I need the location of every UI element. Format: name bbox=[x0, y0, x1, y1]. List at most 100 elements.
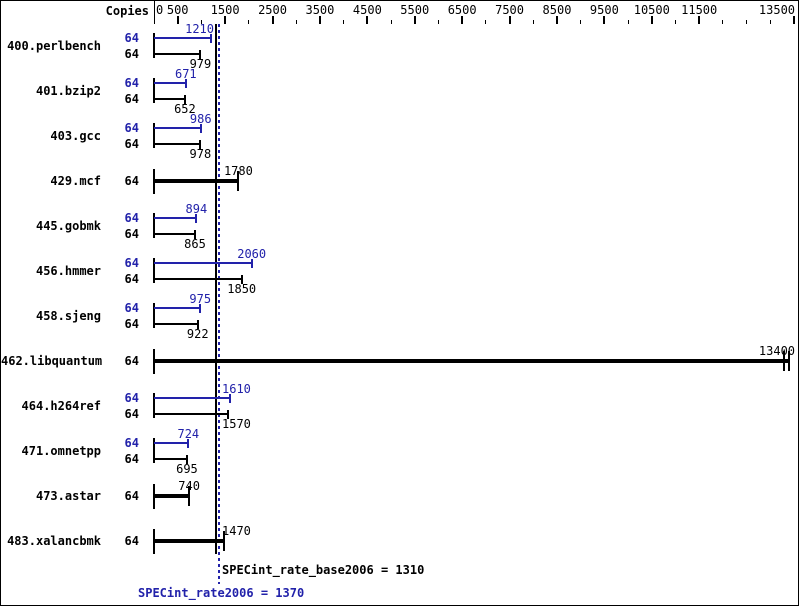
row-axis-tick bbox=[153, 123, 155, 148]
axis-minor-tick bbox=[674, 20, 676, 24]
peak-bar bbox=[154, 397, 231, 399]
merged-bar bbox=[154, 494, 190, 498]
benchmark-label: 400.perlbench bbox=[7, 39, 101, 53]
merged-bar bbox=[154, 539, 224, 543]
base-value-label: 978 bbox=[189, 147, 212, 161]
axis-divider bbox=[154, 1, 155, 24]
axis-major-tick bbox=[508, 16, 511, 24]
copies-value-peak: 64 bbox=[124, 256, 139, 270]
peak-bar bbox=[154, 127, 201, 129]
base-bar bbox=[154, 53, 201, 55]
axis-tick-label: 500 bbox=[166, 3, 189, 17]
axis-tick-label: 2500 bbox=[258, 3, 287, 17]
benchmark-label: 471.omnetpp bbox=[21, 444, 101, 458]
axis-major-tick bbox=[413, 16, 416, 24]
axis-minor-tick bbox=[248, 20, 250, 24]
axis-minor-tick bbox=[769, 20, 771, 24]
peak-value-label: 1610 bbox=[222, 382, 251, 396]
copies-value-peak: 64 bbox=[124, 76, 139, 90]
ref-line-base bbox=[215, 24, 218, 554]
benchmark-label: 403.gcc bbox=[50, 129, 101, 143]
axis-tick-label: 9500 bbox=[589, 3, 619, 17]
bar-value-label: 1780 bbox=[223, 164, 253, 178]
copies-value-base: 64 bbox=[124, 227, 139, 241]
axis-minor-tick bbox=[295, 20, 297, 24]
peak-bar bbox=[154, 442, 189, 444]
axis-major-tick bbox=[555, 16, 558, 24]
bar-end-tick bbox=[783, 351, 786, 371]
benchmark-label: 429.mcf bbox=[50, 174, 101, 188]
peak-value-label: 671 bbox=[174, 67, 197, 81]
copies-value-peak: 64 bbox=[124, 391, 139, 405]
copies-value-base: 64 bbox=[124, 272, 139, 286]
benchmark-label: 462.libquantum bbox=[1, 354, 103, 368]
peak-value-label: 975 bbox=[189, 292, 212, 306]
axis-major-tick bbox=[698, 16, 701, 24]
copies-value-base: 64 bbox=[124, 407, 139, 421]
bar-end-tick bbox=[240, 275, 243, 284]
row-axis-tick bbox=[153, 213, 155, 238]
peak-bar bbox=[154, 307, 201, 309]
peak-bar bbox=[154, 37, 212, 39]
bar-end-tick bbox=[184, 79, 187, 88]
copies-value-base: 64 bbox=[124, 47, 139, 61]
axis-tick-label: 1500 bbox=[210, 3, 240, 17]
axis-minor-tick bbox=[485, 20, 487, 24]
base-value-label: 865 bbox=[184, 237, 206, 251]
peak-bar bbox=[154, 82, 186, 84]
benchmark-label: 445.gobmk bbox=[35, 219, 101, 233]
bar-end-tick bbox=[227, 410, 230, 419]
bar-value-label: 13400 bbox=[758, 344, 796, 358]
benchmark-label: 458.sjeng bbox=[35, 309, 101, 323]
peak-value-label: 894 bbox=[185, 202, 208, 216]
bar-end-tick bbox=[250, 259, 253, 268]
axis-minor-tick bbox=[390, 20, 392, 24]
axis-minor-tick bbox=[532, 20, 534, 24]
axis-tick-label: 7500 bbox=[495, 3, 525, 17]
axis-minor-tick bbox=[722, 20, 724, 24]
bar-end-tick bbox=[194, 230, 196, 239]
benchmark-label: 464.h264ref bbox=[21, 399, 101, 413]
copies-value-base: 64 bbox=[124, 92, 139, 106]
copies-value-base: 64 bbox=[124, 317, 139, 331]
peak-value-label: 986 bbox=[189, 112, 212, 126]
axis-minor-tick bbox=[343, 20, 345, 24]
bar-end-tick bbox=[195, 214, 198, 223]
base-value-label: 695 bbox=[176, 462, 198, 476]
axis-tick-label: 4500 bbox=[352, 3, 382, 17]
bar-end-tick bbox=[229, 394, 232, 403]
copies-value: 64 bbox=[124, 489, 139, 503]
bar-end-tick bbox=[210, 34, 213, 43]
merged-bar bbox=[154, 359, 790, 363]
axis-tick-label: 13500 bbox=[758, 3, 796, 17]
peak-bar bbox=[154, 217, 197, 219]
base-value-label: 1570 bbox=[222, 417, 251, 431]
base-value-label: 979 bbox=[189, 57, 212, 71]
bar-end-tick bbox=[222, 531, 225, 551]
bar-end-tick bbox=[237, 171, 240, 191]
axis-tick-label: 11500 bbox=[681, 3, 718, 17]
row-axis-tick bbox=[153, 258, 155, 283]
base-result-label: SPECint_rate_base2006 = 1310 bbox=[222, 563, 425, 577]
peak-value-label: 724 bbox=[177, 427, 200, 441]
base-bar bbox=[154, 323, 198, 325]
bar-end-tick bbox=[199, 124, 202, 133]
base-bar bbox=[154, 278, 242, 280]
bar-end-tick bbox=[196, 320, 199, 329]
bar-end-tick bbox=[199, 304, 202, 313]
base-value-label: 922 bbox=[186, 327, 209, 341]
axis-major-tick bbox=[366, 16, 369, 24]
merged-bar bbox=[154, 179, 239, 183]
peak-value-label: 2060 bbox=[237, 247, 267, 261]
copies-value-peak: 64 bbox=[124, 121, 139, 135]
axis-major-tick bbox=[603, 16, 606, 24]
row-axis-tick bbox=[153, 78, 155, 103]
axis-tick-label: 5500 bbox=[400, 3, 430, 17]
axis-tick-label: 0 bbox=[156, 3, 164, 17]
axis-major-tick bbox=[461, 16, 464, 24]
bar-end-tick bbox=[188, 486, 191, 506]
row-axis-tick bbox=[153, 393, 155, 418]
axis-major-tick bbox=[224, 16, 227, 24]
base-bar bbox=[154, 458, 187, 460]
